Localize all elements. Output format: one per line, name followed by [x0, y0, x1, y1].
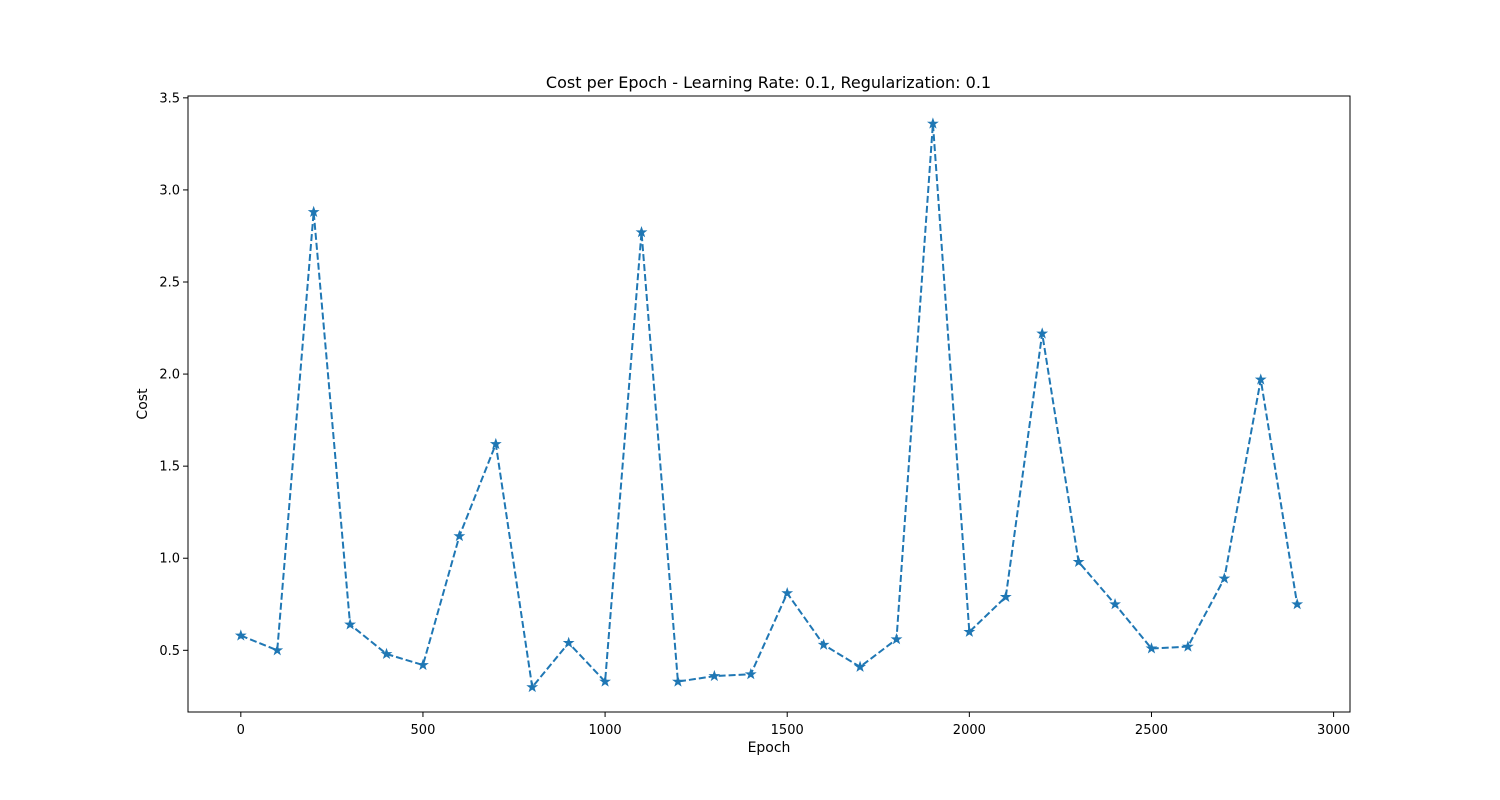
data-point [417, 658, 429, 671]
data-point [1254, 373, 1267, 385]
y-tick-label: 3.5 [159, 91, 180, 106]
x-tick-label: 2000 [953, 723, 986, 738]
data-point [963, 625, 976, 637]
data-point [562, 636, 575, 648]
data-point [1218, 572, 1231, 584]
data-point [1036, 327, 1049, 339]
y-axis-label: Cost [135, 388, 151, 420]
data-point [380, 647, 393, 660]
y-tick-label: 2.5 [159, 275, 180, 290]
data-point [890, 633, 903, 645]
data-point [999, 590, 1012, 602]
series-line [240, 122, 1299, 689]
data-point [708, 669, 721, 682]
data-point [489, 437, 502, 450]
x-tick-label: 2500 [1135, 723, 1168, 738]
data-point [453, 529, 466, 542]
data-point [599, 675, 612, 687]
data-point [234, 629, 247, 641]
plot-frame [187, 95, 1351, 713]
data-point [1145, 642, 1158, 654]
data-point [526, 680, 539, 693]
y-axis: 0.5 1.0 1.5 2.0 2.5 3.0 3.5 [159, 91, 188, 659]
data-point [271, 644, 284, 656]
x-tick-label: 500 [411, 723, 436, 738]
data-point [672, 675, 684, 687]
x-tick-label: 3000 [1317, 723, 1350, 738]
x-tick-label: 1000 [589, 723, 622, 738]
y-tick-label: 1.0 [159, 552, 180, 567]
x-tick-label: 0 [237, 723, 245, 738]
data-point [744, 668, 757, 680]
y-tick-label: 1.5 [159, 460, 180, 475]
x-axis: 0 500 1000 1500 2000 2500 3000 [237, 712, 1350, 738]
data-point [307, 205, 320, 218]
x-tick-label: 1500 [771, 723, 804, 738]
data-point [854, 660, 866, 672]
data-point [1072, 555, 1085, 567]
data-point [1181, 640, 1194, 652]
data-point [1109, 598, 1121, 610]
y-tick-label: 3.0 [159, 183, 180, 198]
data-point [635, 226, 648, 238]
y-tick-label: 2.0 [159, 368, 180, 383]
x-axis-label: Epoch [748, 740, 791, 756]
data-point [817, 638, 830, 650]
data-point [781, 587, 794, 599]
plot-area [234, 117, 1304, 693]
data-point [926, 117, 939, 129]
chart-title: Cost per Epoch - Learning Rate: 0.1, Reg… [546, 73, 991, 92]
data-point [344, 618, 357, 630]
y-tick-label: 0.5 [159, 644, 180, 659]
data-point [1291, 598, 1304, 610]
